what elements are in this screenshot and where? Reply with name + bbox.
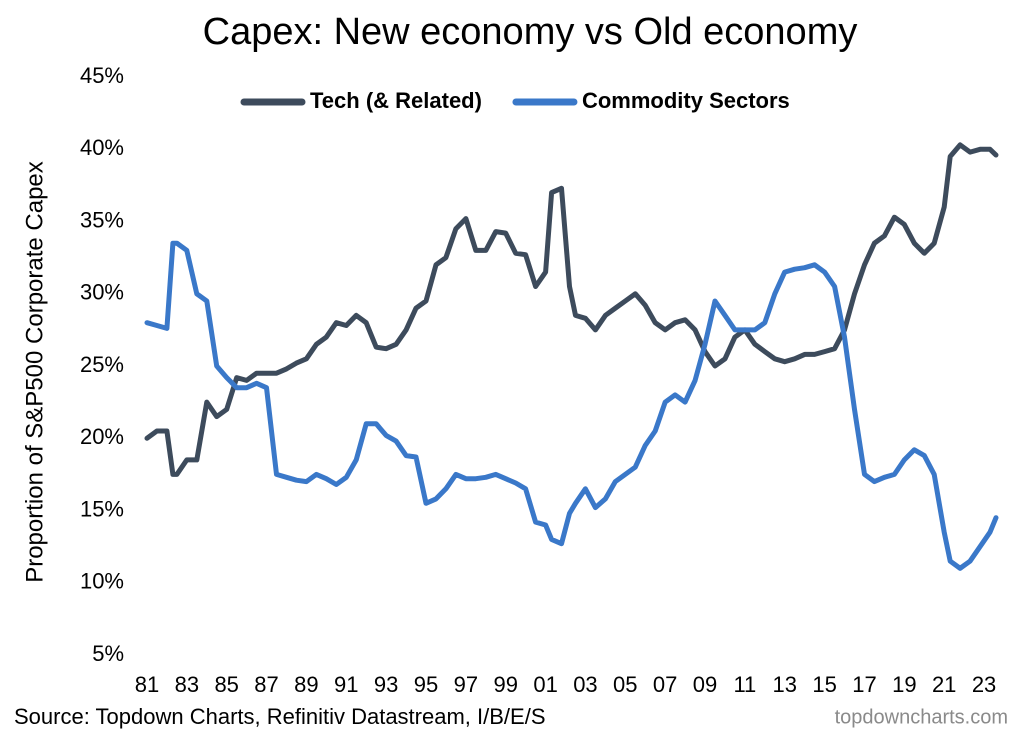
x-tick-label: 93 [374,672,398,697]
x-tick-label: 85 [214,672,238,697]
y-tick-label: 10% [80,569,124,594]
y-tick-label: 20% [80,424,124,449]
y-tick-label: 25% [80,352,124,377]
y-axis-label: Proportion of S&P500 Corporate Capex [21,161,48,583]
x-tick-label: 95 [414,672,438,697]
x-tick-label: 13 [773,672,797,697]
x-tick-label: 81 [135,672,159,697]
y-tick-label: 45% [80,63,124,88]
x-tick-label: 23 [972,672,996,697]
y-tick-label: 40% [80,135,124,160]
x-tick-label: 97 [454,672,478,697]
x-tick-label: 05 [613,672,637,697]
source: Source: Topdown Charts, Refinitiv Datast… [14,704,546,729]
x-tick-label: 99 [493,672,517,697]
x-tick-label: 17 [852,672,876,697]
x-tick-label: 87 [254,672,278,697]
y-tick-label: 15% [80,496,124,521]
legend-label: Tech (& Related) [310,88,482,113]
x-tick-label: 91 [334,672,358,697]
chart-title: Capex: New economy vs Old economy [203,11,858,53]
x-tick-label: 21 [932,672,956,697]
y-tick-label: 30% [80,280,124,305]
series-line [144,240,999,571]
y-tick-label: 35% [80,207,124,232]
y-tick-label: 5% [92,641,124,666]
x-tick-label: 01 [533,672,557,697]
x-tick-label: 15 [812,672,836,697]
x-tick-label: 83 [175,672,199,697]
x-tick-label: 03 [573,672,597,697]
x-tick-label: 09 [693,672,717,697]
x-tick-label: 07 [653,672,677,697]
x-tick-label: 19 [892,672,916,697]
x-tick-label: 11 [733,672,756,697]
x-tick-label: 89 [294,672,318,697]
legend-label: Commodity Sectors [582,88,790,113]
series-line [144,142,999,477]
watermark: topdowncharts.com [835,706,1008,728]
